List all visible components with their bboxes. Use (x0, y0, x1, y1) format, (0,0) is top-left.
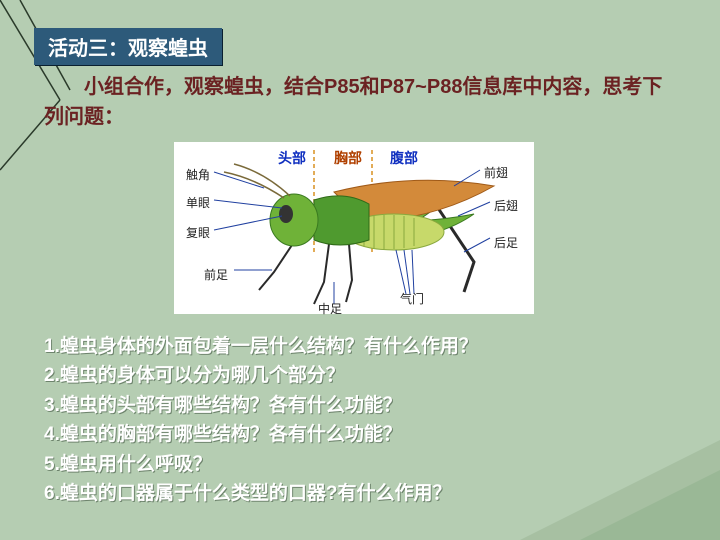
question-list: 1.蝗虫身体的外面包着一层什么结构？有什么作用？ 2.蝗虫的身体可以分为哪几个部… (44, 332, 690, 509)
question-2: 2.蝗虫的身体可以分为哪几个部分？ (44, 361, 690, 390)
activity-intro: 小组合作，观察蝗虫，结合P85和P87~P88信息库中内容，思考下列问题： (44, 72, 680, 132)
annotation-ocellus: 单眼 (186, 194, 210, 211)
question-5: 5.蝗虫用什么呼吸？ (44, 450, 690, 479)
locust-diagram: 头部 胸部 腹部 触角 单眼 复眼 前足 中足 气门 前翅 后翅 后足 (174, 142, 534, 314)
annotation-forewing: 前翅 (484, 164, 508, 181)
annotation-midleg: 中足 (318, 300, 342, 317)
question-1: 1.蝗虫身体的外面包着一层什么结构？有什么作用？ (44, 332, 690, 361)
question-6: 6.蝗虫的口器属于什么类型的口器?有什么作用？ (44, 479, 690, 508)
question-3: 3.蝗虫的头部有哪些结构？各有什么功能？ (44, 391, 690, 420)
activity-title: 活动三：观察蝗虫 (34, 28, 222, 65)
annotation-eye: 复眼 (186, 224, 210, 241)
annotation-foreleg: 前足 (204, 266, 228, 283)
segment-label-thorax: 胸部 (334, 148, 362, 168)
annotation-hindwing: 后翅 (494, 197, 518, 214)
annotation-spiracle: 气门 (400, 290, 424, 307)
intro-text: 小组合作，观察蝗虫，结合P85和P87~P88信息库中内容，思考下列问题： (44, 76, 662, 128)
segment-label-head: 头部 (278, 148, 306, 168)
annotation-hindleg: 后足 (494, 234, 518, 251)
question-4: 4.蝗虫的胸部有哪些结构？各有什么功能？ (44, 420, 690, 449)
annotation-antenna: 触角 (186, 166, 210, 183)
segment-label-abdomen: 腹部 (390, 148, 418, 168)
